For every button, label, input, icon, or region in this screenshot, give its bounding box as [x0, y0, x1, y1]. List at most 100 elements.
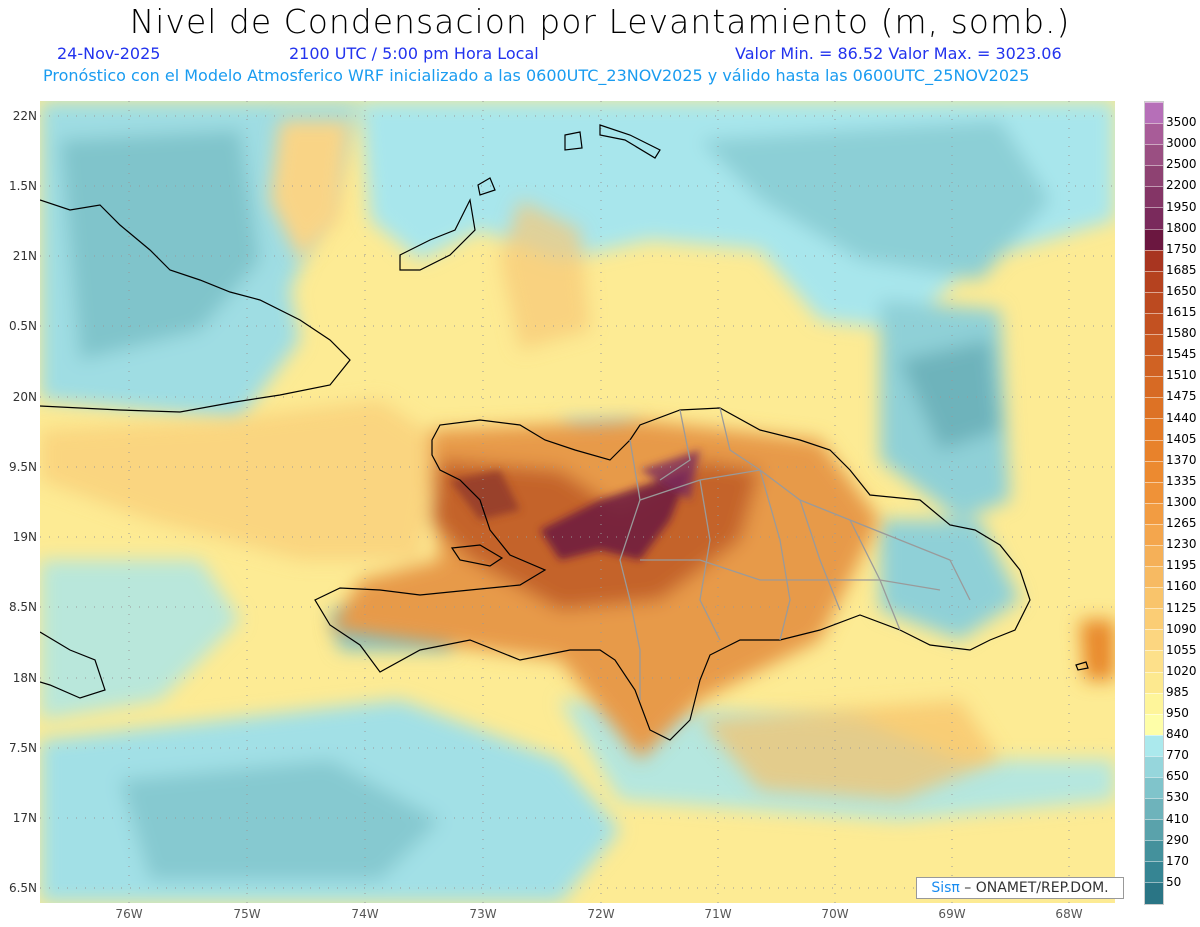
lat-label: 0.5N	[8, 319, 37, 333]
credit-text: – ONAMET/REP.DOM.	[959, 880, 1109, 896]
legend-label: 410	[1166, 811, 1189, 826]
legend-bin	[1145, 355, 1163, 377]
legend-bin	[1145, 312, 1163, 335]
legend-bin	[1145, 544, 1163, 567]
legend-bin	[1145, 819, 1163, 841]
legend-label: 985	[1166, 684, 1189, 699]
legend-label: 1440	[1166, 410, 1197, 425]
legend-bin	[1145, 629, 1163, 651]
legend-bin	[1145, 650, 1163, 672]
legend-bin	[1145, 861, 1163, 883]
legend-bin	[1145, 502, 1163, 524]
cuba-coast	[40, 199, 351, 413]
legend-bin	[1145, 566, 1163, 588]
legend-label: 1950	[1166, 199, 1197, 214]
lat-label: 1.5N	[8, 179, 37, 193]
lon-label: 68W	[1055, 907, 1083, 921]
legend-bin	[1145, 186, 1163, 208]
legend-label: 1160	[1166, 579, 1197, 594]
legend-label: 1800	[1166, 220, 1197, 235]
legend-label: 1510	[1166, 368, 1197, 383]
legend-bin	[1145, 777, 1163, 799]
legend-label: 1230	[1166, 537, 1197, 552]
sispi-logo: Sisπ	[931, 880, 960, 896]
legend-label: 1685	[1166, 262, 1197, 277]
bahamas-islands	[399, 124, 661, 271]
legend-bin	[1145, 460, 1163, 482]
lat-label: 21N	[12, 249, 37, 263]
legend-label: 2500	[1166, 157, 1197, 172]
legend-bin	[1145, 523, 1163, 545]
legend-bin	[1145, 882, 1163, 904]
high-lcl-field	[40, 120, 1115, 800]
legend-label: 530	[1166, 790, 1189, 805]
legend-label: 1055	[1166, 642, 1197, 657]
legend-bin	[1145, 671, 1163, 693]
legend-bin	[1145, 270, 1163, 292]
mona-island	[1075, 661, 1089, 671]
legend-bin	[1145, 439, 1163, 461]
legend-bin	[1145, 102, 1163, 124]
legend-bin	[1145, 587, 1163, 609]
legend-bin	[1145, 123, 1163, 145]
legend-label: 3500	[1166, 115, 1197, 130]
legend-label: 1195	[1166, 558, 1197, 573]
legend-label: 770	[1166, 748, 1189, 763]
legend-label: 1265	[1166, 516, 1197, 531]
legend-bin	[1145, 713, 1163, 735]
legend-bin	[1145, 608, 1163, 630]
lcl-map	[40, 101, 1115, 903]
legend-bin	[1145, 334, 1163, 356]
legend-label: 840	[1166, 727, 1189, 742]
lat-label: 22N	[12, 109, 37, 123]
legend-bin	[1145, 840, 1163, 862]
legend-label: 1125	[1166, 600, 1197, 615]
legend-label: 1475	[1166, 389, 1197, 404]
forecast-time: 2100 UTC / 5:00 pm Hora Local	[289, 44, 539, 63]
legend-label: 1020	[1166, 663, 1197, 678]
model-info: Pronóstico con el Modelo Atmosferico WRF…	[43, 66, 1030, 85]
legend-label: 1615	[1166, 305, 1197, 320]
lon-label: 72W	[587, 907, 615, 921]
jamaica-coast	[40, 631, 106, 699]
legend-label: 1370	[1166, 452, 1197, 467]
hispaniola-coast	[314, 407, 1031, 741]
legend-bin	[1145, 734, 1163, 756]
legend-bin	[1145, 376, 1163, 398]
legend-label: 1405	[1166, 431, 1197, 446]
lon-label: 71W	[704, 907, 732, 921]
legend-bin	[1145, 397, 1163, 419]
lat-label: 7.5N	[8, 741, 37, 755]
legend-label: 950	[1166, 706, 1189, 721]
legend-label: 1750	[1166, 241, 1197, 256]
legend-bin	[1145, 228, 1163, 250]
legend-bin	[1145, 418, 1163, 440]
province-borders	[619, 407, 971, 700]
forecast-date: 24-Nov-2025	[57, 44, 161, 63]
map-title: Nivel de Condensacion por Levantamiento …	[129, 2, 1071, 41]
lon-label: 70W	[821, 907, 849, 921]
legend-label: 1300	[1166, 495, 1197, 509]
legend-bin	[1145, 692, 1163, 714]
legend-label: 170	[1166, 853, 1189, 868]
legend-bin	[1145, 755, 1163, 777]
legend-bin	[1145, 291, 1163, 313]
legend-label: 1335	[1166, 473, 1197, 488]
lat-label: 19N	[12, 530, 37, 544]
legend-bin	[1145, 798, 1163, 820]
lat-label: 20N	[12, 390, 37, 404]
lon-label: 76W	[115, 907, 143, 921]
lat-label: 6.5N	[8, 881, 37, 895]
legend-bin	[1145, 144, 1163, 166]
lat-label: 9.5N	[8, 460, 37, 474]
legend-label: 290	[1166, 832, 1189, 847]
legend-bin	[1145, 165, 1163, 187]
legend-label: 650	[1166, 769, 1189, 784]
legend-label: 1580	[1166, 326, 1197, 341]
lon-label: 74W	[351, 907, 379, 921]
legend-label: 2200	[1166, 178, 1197, 193]
gonave-island	[450, 544, 504, 567]
lon-label: 73W	[469, 907, 497, 921]
lat-label: 17N	[12, 811, 37, 825]
legend-label: 1650	[1166, 283, 1197, 298]
